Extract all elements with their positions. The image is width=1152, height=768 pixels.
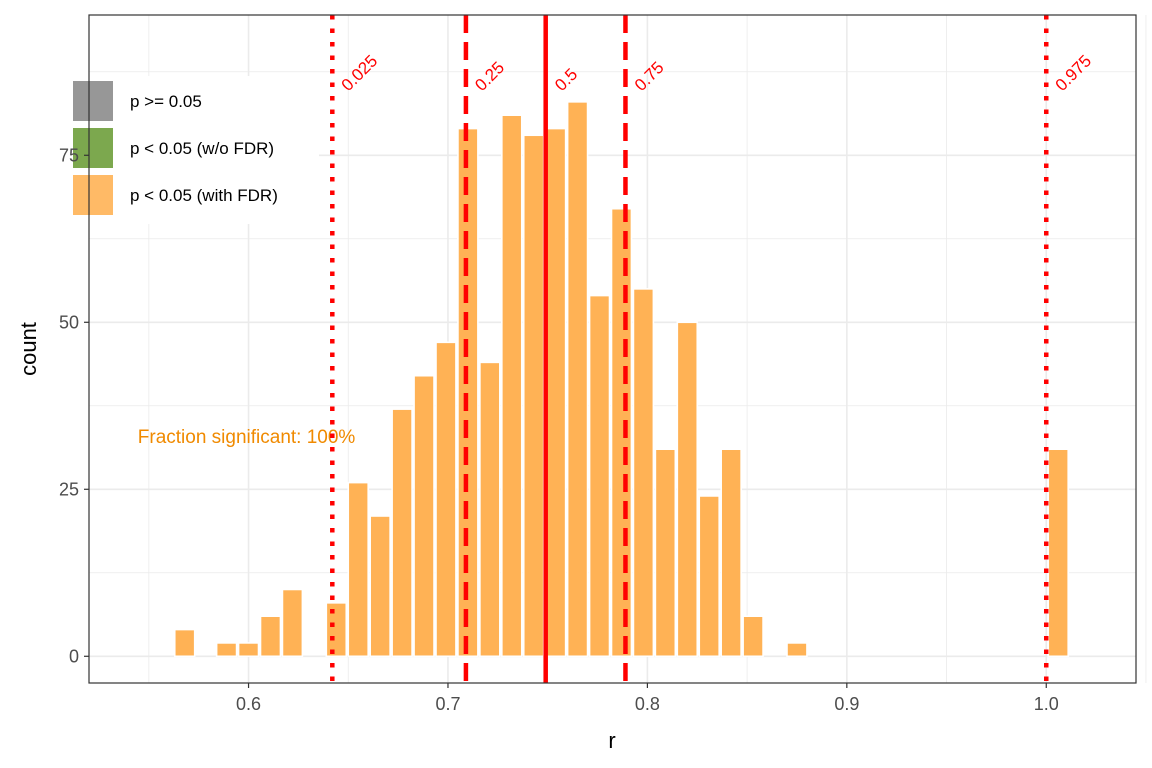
- histogram-bar: [544, 127, 567, 658]
- x-tick-label: 0.7: [435, 694, 460, 714]
- legend-label: p < 0.05 (w/o FDR): [130, 139, 274, 158]
- histogram-bar: [501, 114, 523, 658]
- histogram-bar: [654, 448, 677, 658]
- x-tick-label: 0.9: [834, 694, 859, 714]
- histogram-bar: [610, 207, 633, 658]
- legend-key: [73, 175, 113, 215]
- panel-border: [88, 14, 1137, 684]
- y-tick-label: 50: [59, 312, 79, 332]
- histogram-bar: [676, 321, 699, 658]
- histogram-bar: [698, 495, 720, 658]
- histogram-bar: [281, 588, 304, 658]
- histogram-bars: [173, 101, 1069, 658]
- plot-panel: Fraction significant: 100% 0.025 0.25 0.5 0…: [71, 14, 1147, 684]
- y-tick-label: 75: [59, 145, 79, 165]
- histogram-bar: [215, 642, 238, 658]
- histogram-bar: [347, 481, 369, 658]
- x-axis-title: r: [608, 728, 615, 753]
- axes: 0.6 0.7 0.8 0.9 1.0 0 25 50 75: [59, 145, 1059, 714]
- legend-key: [73, 81, 113, 121]
- y-tick-label: 0: [69, 646, 79, 666]
- histogram-bar: [720, 448, 742, 658]
- legend-label: p < 0.05 (with FDR): [130, 186, 278, 205]
- histogram-bar: [786, 642, 808, 658]
- fraction-significant-annotation: Fraction significant: 100%: [138, 427, 356, 448]
- y-axis-title: count: [16, 322, 41, 376]
- legend-key: [73, 128, 113, 168]
- histogram-bar: [479, 361, 501, 658]
- histogram-bar: [173, 628, 196, 658]
- histogram-bar: [632, 288, 655, 658]
- histogram-bar: [237, 642, 260, 658]
- histogram-bar: [566, 101, 589, 658]
- histogram-bar: [369, 515, 391, 658]
- histogram-bar: [1047, 448, 1069, 658]
- legend: p >= 0.05 p < 0.05 (w/o FDR) p < 0.05 (wit…: [71, 76, 319, 224]
- histogram-bar: [522, 134, 545, 658]
- x-tick-label: 0.8: [635, 694, 660, 714]
- x-tick-label: 0.6: [236, 694, 261, 714]
- y-tick-label: 25: [59, 479, 79, 499]
- histogram-bar: [435, 341, 457, 658]
- histogram-bar: [259, 615, 282, 658]
- histogram-bar: [588, 294, 611, 658]
- histogram-bar: [391, 408, 413, 658]
- histogram-bar: [742, 615, 764, 658]
- x-tick-label: 1.0: [1034, 694, 1059, 714]
- annotation-layer: Fraction significant: 100%: [138, 427, 356, 448]
- histogram-bar: [413, 374, 435, 658]
- legend-label: p >= 0.05: [130, 92, 202, 111]
- histogram-bar: [325, 602, 348, 658]
